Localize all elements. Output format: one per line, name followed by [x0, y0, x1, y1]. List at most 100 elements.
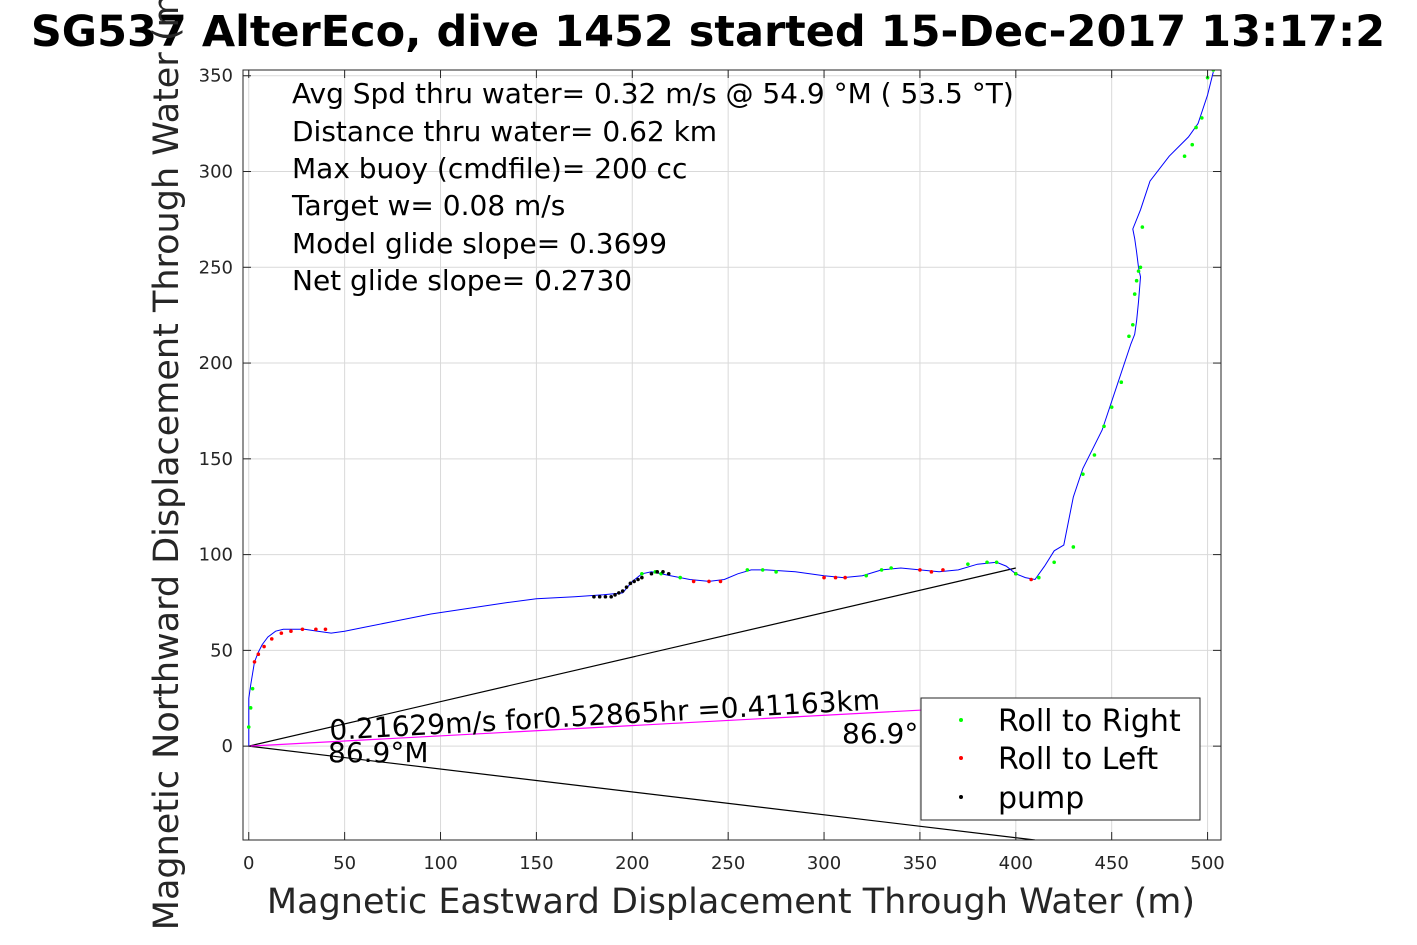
chart-title: SG537 AlterEco, dive 1452 started 15-Dec…: [31, 7, 1385, 57]
y-tick-label: 350: [199, 66, 233, 87]
x-tick-label: 400: [999, 853, 1033, 874]
roll-left-point: [843, 575, 847, 580]
pump-point: [597, 594, 602, 599]
roll-left-point: [314, 627, 318, 632]
roll-right-point: [1109, 405, 1114, 409]
roll-right-point: [1119, 380, 1124, 385]
roll-right-point: [248, 706, 253, 710]
roll-left-point: [289, 629, 293, 634]
roll-right-point: [1037, 575, 1041, 580]
grid: [243, 70, 1221, 840]
roll-right-point: [1014, 571, 1018, 576]
y-tick-label: 0: [222, 736, 233, 757]
ticks: 0 50 100 150 200 250 300 350 400 450 500 0 50 100 150 2…: [199, 66, 1225, 874]
plot-content: [246, 70, 1216, 840]
roll-left-point: [323, 627, 328, 632]
pump-point: [661, 570, 665, 574]
pump-point: [624, 585, 629, 589]
y-tick-label: 200: [199, 353, 233, 374]
roll-left-point: [256, 652, 261, 657]
roll-right-point: [1138, 265, 1143, 270]
roll-right-point: [678, 575, 683, 580]
roll-right-point: [985, 560, 989, 565]
pump-point: [640, 575, 644, 580]
roll-right-point: [1130, 322, 1135, 327]
pump-point: [609, 594, 613, 599]
info-max-buoy: Max buoy (cmdfile)= 200 cc: [292, 152, 687, 185]
info-avg-speed: Avg Spd thru water= 0.32 m/s @ 54.9 °M (…: [292, 77, 1014, 110]
roll-right-point: [1071, 545, 1076, 549]
roll-right-point: [1136, 269, 1141, 273]
x-tick-label: 200: [615, 853, 649, 874]
x-tick-label: 350: [903, 853, 937, 874]
roll-left-point: [833, 575, 838, 580]
roll-right-point: [1081, 472, 1085, 476]
x-axis-label: Magnetic Eastward Displacement Through W…: [267, 882, 1195, 922]
pump-point: [666, 571, 671, 576]
roll-right-point: [1052, 560, 1056, 565]
pump-point: [613, 593, 617, 597]
y-tick-label: 250: [199, 257, 233, 278]
legend: Roll to Right Roll to Left pump: [920, 697, 1201, 821]
roll-right-point: [1200, 116, 1204, 120]
reference-line-net: [248, 703, 1036, 747]
info-model-glide: Model glide slope= 0.3699: [292, 227, 667, 260]
axes-frame: [242, 69, 1222, 841]
roll-right-point: [774, 570, 778, 574]
x-tick-label: 250: [711, 853, 745, 874]
roll-right-point: [1092, 453, 1097, 457]
roll-left-point: [707, 579, 711, 584]
roll-right-point: [1132, 292, 1137, 296]
legend-box: [920, 697, 1201, 821]
info-distance: Distance thru water= 0.62 km: [292, 115, 717, 148]
legend-marker-roll-left: [959, 756, 963, 760]
info-target-w: Target w= 0.08 m/s: [291, 189, 565, 222]
x-tick-label: 450: [1095, 853, 1129, 874]
legend-label-pump: pump: [998, 781, 1084, 816]
roll-right-point: [966, 562, 970, 566]
reference-line-upper: [248, 567, 1016, 747]
pump-point: [636, 577, 640, 582]
y-tick-label: 50: [210, 640, 233, 661]
roll-left-point: [262, 644, 266, 649]
roll-left-point: [941, 568, 945, 572]
roll-right-point: [745, 568, 750, 572]
roll-left-point: [918, 568, 922, 572]
roll-right-point: [889, 566, 893, 570]
track-line: [248, 71, 1214, 747]
roll-left-point: [718, 579, 723, 584]
info-block: Avg Spd thru water= 0.32 m/s @ 54.9 °M (…: [291, 77, 1014, 297]
legend-marker-pump: [959, 795, 963, 799]
x-tick-label: 0: [243, 853, 254, 874]
legend-label-roll-left: Roll to Left: [998, 742, 1158, 777]
roll-right-point: [864, 573, 869, 578]
roll-left-point: [1029, 577, 1033, 582]
roll-left-point: [269, 637, 274, 641]
roll-right-point: [1190, 142, 1195, 147]
roll-right-point: [250, 686, 255, 691]
roll-left-point: [929, 570, 934, 574]
roll-right-point: [1182, 154, 1187, 158]
roll-left-point: [822, 575, 826, 580]
roll-right-point: [640, 571, 644, 576]
roll-right-point: [994, 560, 999, 565]
roll-right-point: [879, 568, 884, 572]
roll-right-point: [1134, 278, 1139, 283]
pump-point: [628, 581, 633, 586]
heading-start-annotation: 86.9°M: [328, 736, 429, 769]
pump-point: [655, 570, 660, 574]
legend-label-roll-right: Roll to Right: [998, 704, 1181, 739]
roll-left-point: [300, 627, 305, 632]
y-tick-label: 150: [199, 449, 233, 470]
roll-right-point: [1194, 125, 1198, 130]
roll-right-point: [760, 568, 765, 572]
legend-marker-roll-right: [959, 718, 963, 722]
pump-point: [617, 591, 621, 595]
pump-point: [620, 589, 625, 593]
roll-right-point: [246, 725, 251, 729]
y-axis-label: Magnetic Northward Displacement Through …: [147, 0, 187, 930]
pump-point: [592, 594, 596, 599]
pump-point: [603, 594, 608, 599]
y-tick-label: 300: [199, 162, 233, 183]
